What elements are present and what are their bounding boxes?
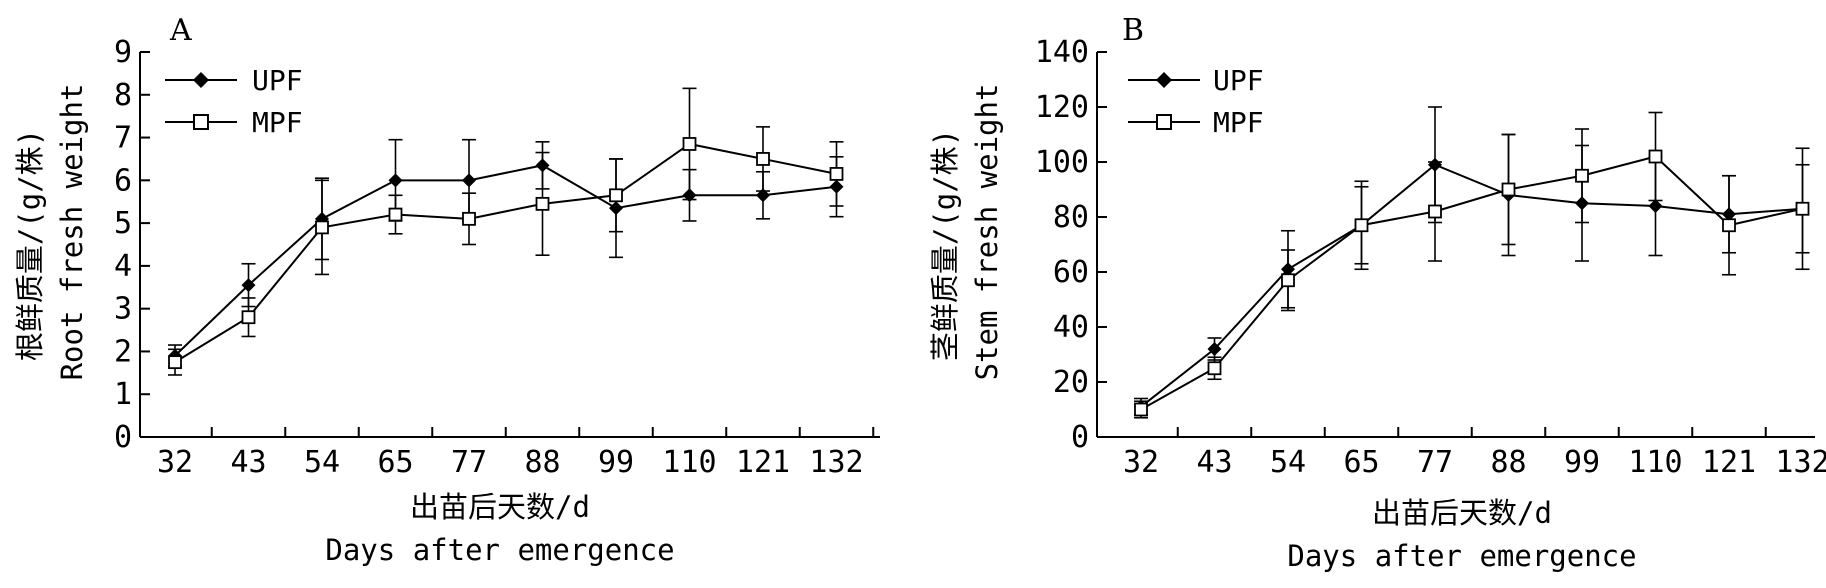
panel-a: A 0 1 2 3 4 5 6 7 8 9 32 43 54 65 77 88 99 110 121 132 UPF … (13, 13, 880, 567)
panel-label: A (169, 13, 192, 48)
x-tick-label: 65 (1343, 445, 1379, 480)
y-axis-title-en: Root fresh weight (55, 84, 89, 381)
data-point-mpf (1795, 201, 1810, 216)
y-tick-label: 0 (1071, 420, 1089, 455)
data-point-upf (1207, 342, 1222, 356)
x-tick-label: 88 (1490, 445, 1526, 480)
x-tick-label: 132 (809, 445, 863, 480)
x-tick-label: 32 (1123, 445, 1159, 480)
y-axis-title-en: Stem fresh weight (970, 84, 1004, 381)
x-tick-label: 110 (1628, 445, 1682, 480)
data-point-mpf (756, 152, 770, 166)
legend-marker-mpf (1156, 114, 1172, 130)
y-tick-label: 5 (114, 206, 132, 241)
plot-area (1134, 106, 1810, 419)
x-axis-title-en: Days after emergence (325, 533, 674, 567)
legend-label-mpf: MPF (252, 106, 303, 139)
x-axis-title-en: Days after emergence (1287, 539, 1636, 573)
x-tick-label: 65 (377, 445, 413, 480)
data-point-mpf (462, 211, 476, 226)
data-point-mpf (535, 196, 550, 211)
data-point-mpf (168, 355, 182, 370)
series-line-upf (1140, 163, 1803, 408)
data-point-upf (388, 173, 403, 188)
y-axis-title-cn: 茎鲜质量/(g/株) (928, 129, 962, 361)
data-point-mpf (1207, 361, 1222, 376)
legend: UPF MPF (165, 64, 303, 139)
data-point-upf (1648, 199, 1663, 213)
series-line-mpf (174, 142, 837, 363)
y-tick-label: 100 (1035, 145, 1089, 180)
data-point-mpf (1575, 168, 1589, 183)
data-point-mpf (1354, 218, 1369, 233)
data-point-mpf (388, 207, 403, 222)
data-point-mpf (1501, 182, 1516, 197)
y-tick-label: 2 (114, 334, 132, 369)
y-tick-label: 4 (114, 249, 132, 284)
legend-marker-upf (1156, 72, 1172, 88)
data-point-mpf (829, 167, 844, 181)
y-tick-label: 1 (114, 377, 132, 412)
y-tick-label: 20 (1053, 365, 1089, 400)
x-tick-label: 43 (230, 445, 266, 480)
y-tick-label: 80 (1053, 200, 1089, 235)
x-tick-label: 77 (451, 445, 487, 480)
x-tick-label: 54 (304, 445, 340, 480)
x-tick-label: 99 (1564, 445, 1600, 480)
x-axis-title-cn: 出苗后天数/d (1372, 496, 1552, 530)
legend-label-upf: UPF (252, 64, 303, 97)
y-tick-label: 8 (114, 78, 132, 113)
panel-label: B (1122, 13, 1144, 48)
plot-area (168, 87, 844, 376)
axes: 0 20 40 60 80 100 120 140 32 43 54 65 77 88 99 110 121 13… (1035, 35, 1826, 480)
x-tick-label: 132 (1775, 445, 1826, 480)
series-line-mpf (1140, 155, 1803, 411)
data-point-mpf (241, 310, 256, 325)
y-tick-label: 120 (1035, 90, 1089, 125)
x-tick-label: 54 (1270, 445, 1306, 480)
data-point-mpf (609, 188, 623, 203)
x-tick-label: 110 (662, 445, 716, 480)
data-point-mpf (1281, 273, 1295, 288)
y-tick-label: 0 (114, 420, 132, 455)
legend-marker-upf (193, 72, 209, 88)
data-point-mpf (1648, 149, 1663, 164)
legend-label-mpf: MPF (1213, 106, 1264, 139)
legend: UPF MPF (1128, 64, 1264, 139)
y-tick-label: 9 (114, 35, 132, 70)
data-point-upf (462, 173, 476, 188)
y-tick-label: 3 (114, 292, 132, 327)
x-axis-title-cn: 出苗后天数/d (410, 490, 590, 524)
series-line-upf (174, 164, 837, 357)
data-point-upf (241, 278, 256, 293)
x-tick-label: 43 (1196, 445, 1232, 480)
axes: 0 1 2 3 4 5 6 7 8 9 32 43 54 65 77 88 99 110 121 132 (114, 35, 880, 480)
data-point-mpf (682, 137, 697, 151)
data-point-mpf (1428, 204, 1442, 219)
x-tick-label: 32 (157, 445, 193, 480)
data-point-mpf (315, 220, 329, 235)
x-tick-label: 121 (1702, 445, 1756, 480)
x-tick-label: 99 (598, 445, 634, 480)
y-axis-title-cn: 根鲜质量/(g/株) (13, 129, 47, 361)
x-tick-label: 77 (1417, 445, 1453, 480)
data-point-mpf (1134, 402, 1148, 417)
legend-marker-mpf (193, 114, 209, 130)
x-tick-label: 121 (736, 445, 790, 480)
panel-b: B 0 20 40 60 80 100 120 140 32 43 54 65 77 88 99 110 121… (928, 13, 1826, 573)
y-tick-label: 6 (114, 163, 132, 198)
y-tick-label: 140 (1035, 35, 1089, 70)
legend-label-upf: UPF (1213, 64, 1264, 97)
data-point-mpf (1722, 218, 1736, 233)
x-tick-label: 88 (524, 445, 560, 480)
y-tick-label: 40 (1053, 310, 1089, 345)
y-tick-label: 60 (1053, 255, 1089, 290)
y-tick-label: 7 (114, 121, 132, 156)
